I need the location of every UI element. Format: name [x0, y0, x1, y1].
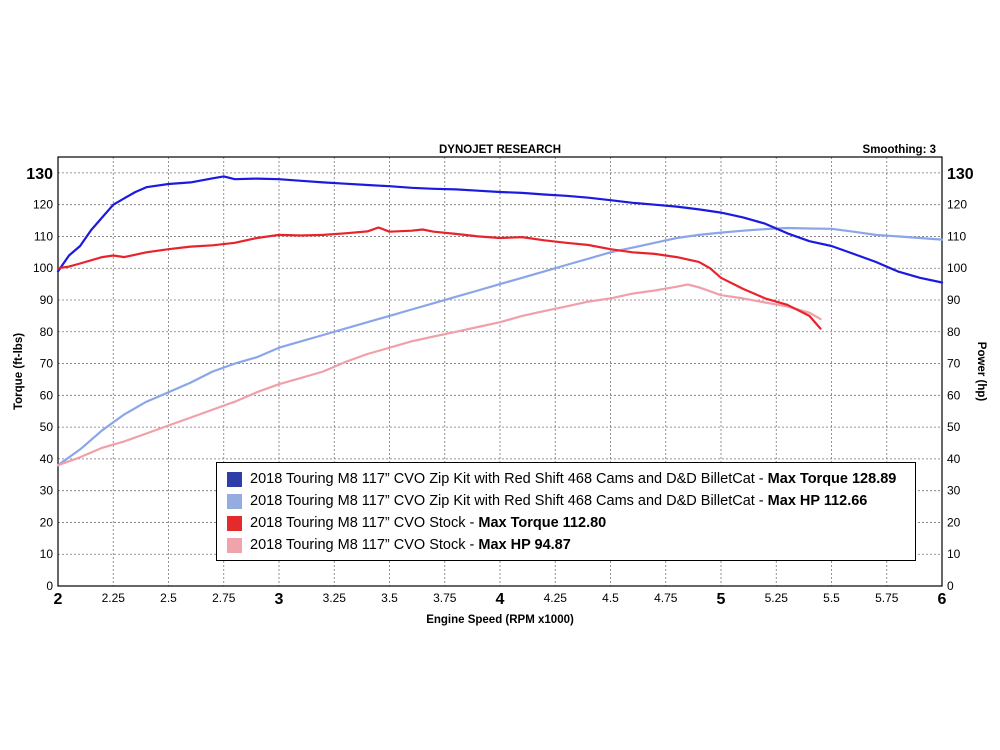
x-tick-label: 5 [717, 591, 726, 608]
y-tick-label-left: 50 [40, 420, 54, 434]
x-tick-label: 3.25 [323, 591, 347, 605]
y-tick-label-left: 70 [40, 357, 54, 371]
y-tick-label-right: 50 [947, 420, 961, 434]
x-axis-label: Engine Speed (RPM x1000) [426, 614, 574, 626]
legend-swatch [227, 537, 242, 553]
legend-swatch [227, 493, 242, 509]
legend-item: 2018 Touring M8 117” CVO Zip Kit with Re… [227, 490, 915, 512]
y-tick-label-left: 100 [33, 261, 53, 275]
plot-frame [57, 156, 943, 587]
axis-ticks: 2 2.25 2.5 2.75 3 3.25 3.5 3.75 4 4.25 4.5 4.75 5 5.2… [26, 166, 974, 608]
x-tick-label: 4.75 [654, 591, 678, 605]
legend-label: 2018 Touring M8 117” CVO Zip Kit with Re… [250, 493, 868, 509]
y-tick-label-right: 120 [947, 198, 967, 212]
y-axis-label-right: Power (hp) [975, 342, 987, 402]
x-tick-label: 4.5 [602, 591, 619, 605]
smoothing-label: Smoothing: 3 [863, 144, 936, 156]
x-tick-label: 3.75 [433, 591, 457, 605]
y-tick-label-right: 30 [947, 484, 961, 498]
legend-swatch [227, 515, 242, 531]
x-tick-label: 4.25 [544, 591, 568, 605]
chart-title: DYNOJET RESEARCH [439, 144, 561, 156]
x-tick-label: 5.25 [765, 591, 789, 605]
y-tick-label-left: 110 [34, 229, 53, 243]
y-tick-label-left: 20 [40, 515, 54, 529]
legend-item: 2018 Touring M8 117” CVO Stock - Max HP … [227, 534, 915, 556]
y-axis-label-left: Torque (ft-lbs) [13, 333, 25, 410]
chart-legend: 2018 Touring M8 117” CVO Zip Kit with Re… [216, 462, 916, 561]
y-tick-label-right: 90 [947, 293, 961, 307]
y-tick-label-left: 80 [40, 325, 54, 339]
legend-label: 2018 Touring M8 117” CVO Zip Kit with Re… [250, 471, 897, 487]
y-tick-label-left: 90 [40, 293, 54, 307]
series-line-2 [56, 226, 822, 330]
series-line-1 [56, 226, 944, 467]
x-tick-label: 2 [54, 591, 63, 608]
y-tick-label-right: 60 [947, 388, 961, 402]
y-tick-label-left: 60 [40, 388, 54, 402]
legend-item: 2018 Touring M8 117” CVO Zip Kit with Re… [227, 468, 915, 490]
y-tick-label-right: 80 [947, 325, 961, 339]
legend-label: 2018 Touring M8 117” CVO Stock - Max HP … [250, 537, 571, 553]
y-tick-label-right: 110 [947, 229, 966, 243]
series-line-0 [56, 175, 944, 284]
y-tick-label-right: 70 [947, 357, 961, 371]
legend-label: 2018 Touring M8 117” CVO Stock - Max Tor… [250, 515, 607, 531]
legend-swatch [227, 471, 242, 487]
x-tick-label: 2.75 [212, 591, 236, 605]
legend-item: 2018 Touring M8 117” CVO Stock - Max Tor… [227, 512, 915, 534]
x-tick-label: 6 [938, 591, 947, 608]
x-tick-label: 3.5 [381, 591, 398, 605]
y-tick-label-right: 0 [947, 579, 954, 593]
x-tick-label: 3 [275, 591, 284, 608]
x-tick-label: 2.25 [102, 591, 126, 605]
y-tick-label-right: 130 [947, 166, 974, 183]
x-tick-label: 4 [496, 591, 505, 608]
y-tick-label-left: 120 [33, 198, 53, 212]
y-tick-label-right: 20 [947, 515, 961, 529]
series-lines [56, 175, 944, 467]
x-tick-label: 5.75 [875, 591, 899, 605]
y-tick-label-left: 130 [26, 166, 53, 183]
y-tick-label-left: 30 [40, 484, 54, 498]
y-tick-label-left: 40 [40, 452, 54, 466]
series-line-3 [56, 283, 822, 467]
x-tick-label: 2.5 [160, 591, 177, 605]
y-tick-label-right: 10 [947, 547, 961, 561]
y-tick-label-right: 100 [947, 261, 967, 275]
y-tick-label-right: 40 [947, 452, 961, 466]
y-tick-label-left: 10 [40, 547, 54, 561]
x-tick-label: 5.5 [823, 591, 840, 605]
y-tick-label-left: 0 [46, 579, 53, 593]
